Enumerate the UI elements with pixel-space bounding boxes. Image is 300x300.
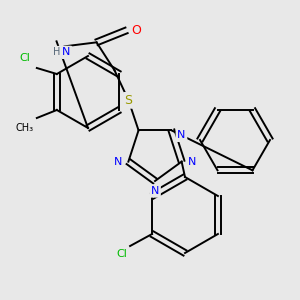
Text: N: N bbox=[188, 157, 196, 167]
Text: Cl: Cl bbox=[117, 249, 128, 259]
Text: N: N bbox=[62, 47, 71, 57]
Text: N: N bbox=[177, 130, 186, 140]
Text: N: N bbox=[114, 157, 123, 167]
Text: O: O bbox=[132, 24, 142, 37]
Text: S: S bbox=[124, 94, 133, 107]
Text: Cl: Cl bbox=[20, 53, 30, 63]
Text: N: N bbox=[151, 186, 159, 196]
Text: H: H bbox=[53, 47, 60, 57]
Text: CH₃: CH₃ bbox=[16, 123, 34, 133]
